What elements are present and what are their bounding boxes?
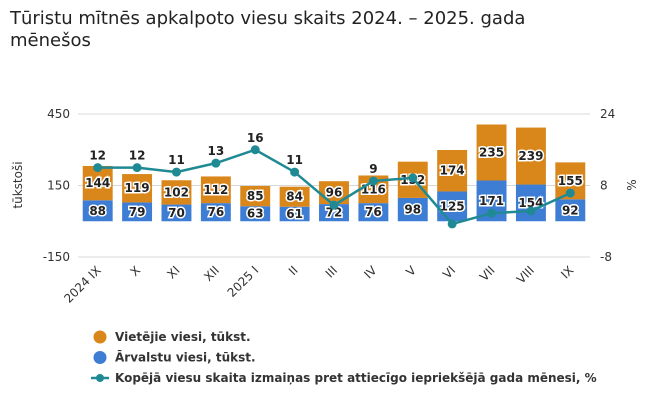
bar [200, 176, 231, 204]
line-value-label: 12 [129, 149, 146, 163]
y-tick-label: 150 [47, 179, 70, 193]
y-axis-title: tūkstoši [11, 161, 25, 208]
bar-value-label: 125 [440, 199, 465, 213]
legend-marker [93, 330, 107, 344]
y-tick-label: -150 [43, 250, 70, 264]
x-tick-label: IX [558, 263, 576, 281]
line-point [132, 163, 142, 173]
bar-value-label: 92 [562, 203, 579, 217]
legend-label: Ārvalstu viesi, tūkst. [115, 351, 256, 365]
y2-axis-title: % [625, 179, 639, 190]
bar-value-label: 61 [286, 207, 303, 221]
bar-value-label: 96 [326, 186, 343, 200]
x-tick-label: 2025 I [225, 263, 262, 300]
line-point [526, 206, 536, 216]
line-value-label: 11 [168, 153, 185, 167]
bar [82, 200, 113, 222]
bar [515, 127, 546, 185]
bar-value-label: 76 [365, 205, 382, 219]
bar [122, 202, 153, 222]
line-value-label: 9 [369, 162, 377, 176]
x-tick-label: XII [201, 263, 222, 284]
legend-marker [96, 374, 104, 382]
x-tick-label: XI [164, 263, 182, 281]
bar-value-label: 174 [440, 164, 465, 178]
x-tick-label: IV [361, 263, 380, 282]
line-point [487, 208, 497, 218]
bar-value-label: 235 [479, 145, 504, 159]
line-point [368, 176, 378, 186]
bar-value-label: 72 [326, 206, 343, 220]
bar [240, 185, 271, 207]
bar [476, 124, 507, 181]
x-tick-label: VIII [514, 263, 537, 286]
line-point [290, 167, 300, 177]
legend-label: Vietējie viesi, tūkst. [115, 330, 251, 344]
bar-value-label: 88 [89, 204, 106, 218]
bar [240, 206, 271, 222]
bar [437, 191, 468, 222]
x-tick-label: 2024 IX [61, 263, 104, 306]
line-value-label: 11 [286, 153, 303, 167]
line-value-label: 13 [207, 144, 224, 158]
line-value-label: 16 [247, 131, 264, 145]
bar [358, 203, 389, 222]
bar-value-label: 98 [404, 203, 421, 217]
bar-value-label: 70 [168, 206, 185, 220]
x-tick-label: X [127, 263, 143, 279]
bar-value-label: 155 [558, 174, 583, 188]
line-point [250, 145, 260, 155]
bar [161, 204, 192, 222]
bar-value-label: 171 [479, 194, 504, 208]
y-tick-label: 450 [47, 107, 70, 121]
bar-value-label: 79 [129, 205, 146, 219]
chart-title: Tūristu mītnēs apkalpoto viesu skaits 20… [9, 8, 525, 51]
bar [279, 186, 310, 207]
bar-value-label: 85 [247, 189, 264, 203]
bar [122, 174, 153, 203]
x-tick-label: II [286, 263, 301, 278]
line-value-label: 12 [89, 149, 106, 163]
bar-value-label: 119 [125, 181, 150, 195]
bar-value-label: 84 [286, 190, 303, 204]
x-tick-label: VI [440, 263, 458, 281]
line-point [565, 188, 575, 198]
x-tick-label: V [403, 263, 419, 279]
legend-label: Kopējā viesu skaita izmaiņas pret attiec… [115, 371, 597, 385]
line-point [93, 163, 103, 173]
bar [279, 206, 310, 222]
line-point [447, 219, 457, 229]
y2-tick-label: 24 [600, 107, 615, 121]
y2-tick-label: 8 [600, 179, 608, 193]
bar-value-label: 144 [85, 176, 110, 190]
legend-marker [93, 351, 107, 364]
bar [200, 203, 231, 222]
bar-value-label: 239 [518, 149, 543, 163]
line-point [211, 158, 221, 168]
bar-value-label: 63 [247, 207, 264, 221]
line-point [408, 173, 418, 183]
bar [161, 180, 192, 205]
bar-value-label: 76 [207, 205, 224, 219]
line-point [329, 200, 339, 210]
bar [437, 149, 468, 192]
line-point [171, 167, 181, 177]
bar-value-label: 112 [203, 183, 228, 197]
bar [555, 199, 586, 222]
bar-value-label: 102 [164, 185, 189, 199]
bar [319, 204, 349, 222]
x-tick-label: III [323, 263, 340, 280]
x-tick-label: VII [477, 263, 498, 284]
y2-tick-label: -8 [600, 250, 612, 264]
bar [397, 197, 428, 222]
